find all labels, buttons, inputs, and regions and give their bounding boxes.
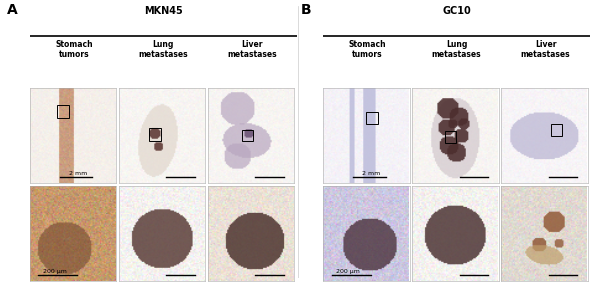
Text: A: A [7,3,18,17]
Text: GC10: GC10 [442,6,471,16]
Text: MKN45: MKN45 [144,6,183,16]
Text: 2 mm: 2 mm [362,171,380,176]
Bar [366,112,378,124]
Bar [149,128,161,141]
Text: Lung
metastases: Lung metastases [138,40,188,59]
Text: Stomach
tumors: Stomach tumors [55,40,93,59]
Text: 200 μm: 200 μm [43,269,66,273]
Bar [445,131,456,143]
Bar [58,105,69,118]
Text: Lung
metastases: Lung metastases [432,40,482,59]
Bar [242,130,253,141]
Text: Stomach
tumors: Stomach tumors [349,40,387,59]
Text: Liver
metastases: Liver metastases [521,40,570,59]
Text: 2 mm: 2 mm [69,171,87,176]
Bar [551,124,562,136]
Text: 200 μm: 200 μm [336,269,360,273]
Text: Liver
metastases: Liver metastases [227,40,277,59]
Text: B: B [301,3,311,17]
